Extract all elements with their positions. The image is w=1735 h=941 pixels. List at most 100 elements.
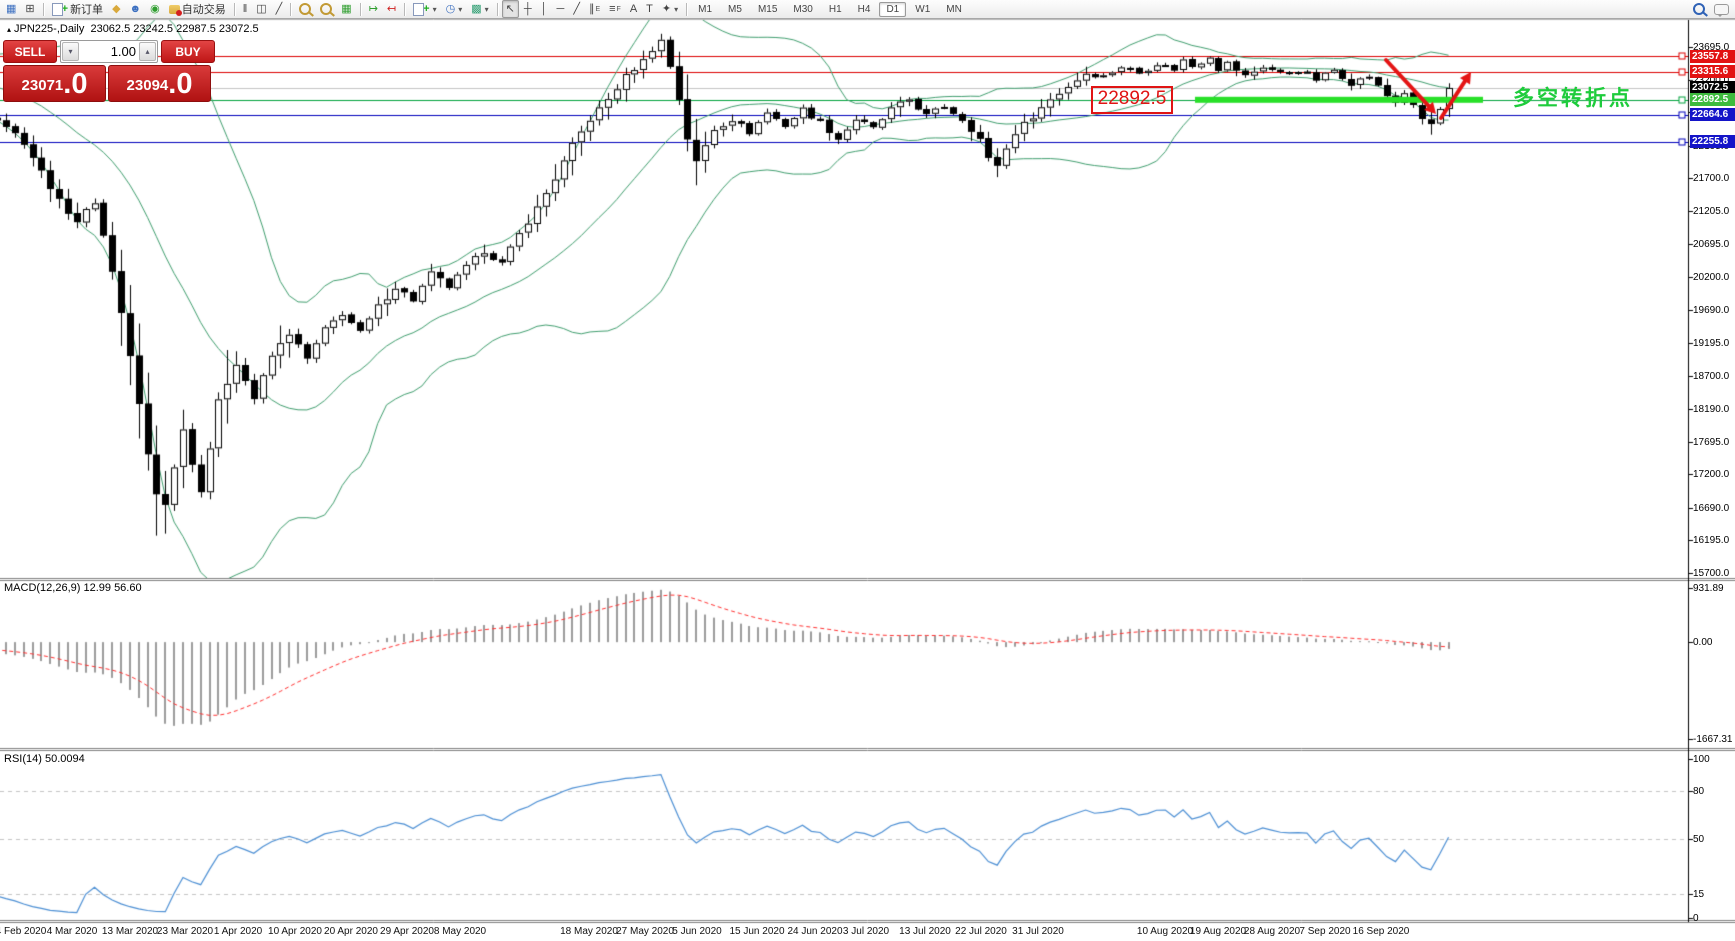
volume-decrease-button[interactable]: ▾: [62, 42, 79, 61]
price-label-box[interactable]: 22892.5: [1091, 86, 1173, 114]
timeframe-d1-button[interactable]: D1: [879, 1, 907, 17]
timeframe-h1-button[interactable]: H1: [828, 3, 842, 15]
text-label-tool-button[interactable]: T: [642, 0, 657, 18]
indicator-doc-icon: [413, 2, 425, 16]
new-chart-button[interactable]: ▦: [2, 0, 20, 18]
cursor-tool-button[interactable]: ↖: [501, 0, 519, 18]
crosshair-tool-button[interactable]: ┼: [520, 0, 536, 18]
separator: [359, 2, 361, 16]
promo-button[interactable]: ◆: [108, 0, 124, 18]
channel-icon: ∥: [588, 3, 595, 15]
templates-button[interactable]: ▩ ▾: [467, 0, 492, 18]
timeframe-m30-button[interactable]: M30: [793, 3, 813, 15]
sell-button[interactable]: SELL: [3, 40, 57, 63]
zoom-out-icon: [320, 3, 333, 15]
buy-price-button[interactable]: 23094.0: [108, 65, 211, 102]
period-button[interactable]: ◷ ▾: [442, 0, 467, 18]
chat-button[interactable]: [1710, 0, 1733, 18]
autotrade-button[interactable]: 自动交易: [165, 0, 230, 18]
zoom-in-button[interactable]: [295, 0, 315, 18]
arrows-tool-icon: ✦: [661, 3, 672, 15]
timeframe-m1-button[interactable]: M1: [698, 3, 713, 15]
chevron-down-icon: ▾: [484, 4, 489, 14]
text-tool-button[interactable]: A: [626, 0, 641, 18]
signals-button[interactable]: ◉: [146, 0, 164, 18]
buy-price-decimal: .0: [168, 68, 193, 100]
search-icon: [1693, 3, 1705, 15]
arrows-tool-button[interactable]: ✦ ▾: [658, 0, 682, 18]
line-chart-icon: ╱: [275, 3, 283, 15]
new-chart-icon: ▦: [6, 3, 17, 15]
toolbar: ▦ ⊞ + 新订单 ◆ ☻ ◉ 自动交易 ‖ ◫ ╱ ▦ ↦ ↤ + ▾ ◷ ▾ ▩…: [0, 0, 1735, 19]
horizontal-line-tool-button[interactable]: ─: [553, 0, 569, 18]
chevron-down-icon: ▾: [432, 4, 437, 14]
separator: [404, 2, 406, 16]
timeframe-w1-button[interactable]: W1: [915, 3, 931, 15]
templates-icon: ▩: [471, 3, 482, 15]
new-order-label: 新订单: [70, 4, 104, 16]
channel-sub-label: E: [595, 5, 601, 13]
vertical-line-icon: │: [540, 3, 548, 15]
plus-icon: +: [423, 3, 430, 15]
chart-shift-button[interactable]: ↤: [383, 0, 400, 18]
volume-increase-button[interactable]: ▴: [139, 42, 156, 61]
channel-tool-button[interactable]: ∥ E: [585, 0, 604, 18]
gold-promo-icon: ◆: [112, 3, 121, 15]
zoom-in-icon: [299, 3, 312, 15]
sell-price-button[interactable]: 23071.0: [3, 65, 106, 102]
volume-input[interactable]: [80, 43, 138, 60]
trendline-tool-button[interactable]: ╱: [569, 0, 584, 18]
auto-scroll-icon: ↦: [368, 3, 378, 15]
chart-shift-icon: ↤: [386, 3, 397, 15]
chart-annotation-text[interactable]: 多空转折点: [1513, 87, 1633, 110]
sell-price-decimal: .0: [63, 68, 88, 100]
candle-chart-button[interactable]: ◫: [252, 0, 270, 18]
chat-icon: [1714, 3, 1729, 17]
horizontal-line-icon: ─: [556, 3, 565, 15]
new-order-icon: [51, 2, 63, 16]
add-indicator-button[interactable]: + ▾: [409, 0, 440, 18]
bar-chart-icon: ‖: [242, 3, 248, 15]
timeframe-m15-button[interactable]: M15: [757, 3, 778, 15]
buy-button[interactable]: BUY: [161, 40, 215, 63]
timeframe-m5-button[interactable]: M5: [728, 3, 742, 15]
buy-price-label: 23094: [126, 77, 169, 94]
fibonacci-tool-button[interactable]: ≡ F: [605, 0, 625, 18]
candle-chart-icon: ◫: [256, 3, 267, 15]
separator: [42, 2, 44, 16]
auto-scroll-button[interactable]: ↦: [365, 0, 382, 18]
chevron-down-icon: ▾: [458, 4, 463, 14]
text-tool-icon: A: [629, 3, 638, 15]
zoom-out-button[interactable]: [316, 0, 336, 18]
ohlc-label: 23062.5 23242.5 22987.5 23072.5: [90, 23, 259, 35]
cursor-icon: ↖: [505, 3, 515, 15]
autotrade-icon: [168, 4, 182, 16]
timeframe-mn-button[interactable]: MN: [946, 3, 962, 15]
profiles-button[interactable]: ⊞: [21, 0, 38, 18]
chart-window-title: ▴ JPN225-,Daily 23062.5 23242.5 22987.5 2…: [7, 23, 259, 35]
separator: [686, 2, 688, 16]
search-button[interactable]: [1689, 0, 1709, 18]
new-order-button[interactable]: + 新订单: [48, 0, 107, 18]
timeframe-bar: M1 M5 M15 M30 H1 H4 D1 W1 MN: [691, 1, 969, 17]
line-chart-button[interactable]: ╱: [272, 0, 287, 18]
text-label-icon: T: [646, 3, 653, 15]
signals-icon: ◉: [150, 3, 160, 15]
collapse-panel-icon[interactable]: ▴: [7, 25, 12, 34]
plus-icon: +: [61, 3, 69, 15]
volume-stepper: ▾ ▴: [60, 40, 158, 63]
separator: [290, 2, 292, 16]
sell-price-label: 23071: [21, 77, 64, 94]
trendline-icon: ╱: [573, 3, 580, 15]
vertical-line-tool-button[interactable]: │: [537, 0, 552, 18]
rsi-label: RSI(14) 50.0094: [4, 753, 85, 765]
clock-icon: ◷: [445, 3, 456, 15]
crosshair-icon: ┼: [523, 3, 532, 15]
timeframe-h4-button[interactable]: H4: [857, 3, 871, 15]
community-button[interactable]: ☻: [126, 0, 146, 18]
bar-chart-button[interactable]: ‖: [239, 0, 252, 18]
separator: [496, 2, 498, 16]
tile-windows-button[interactable]: ▦: [337, 0, 355, 18]
